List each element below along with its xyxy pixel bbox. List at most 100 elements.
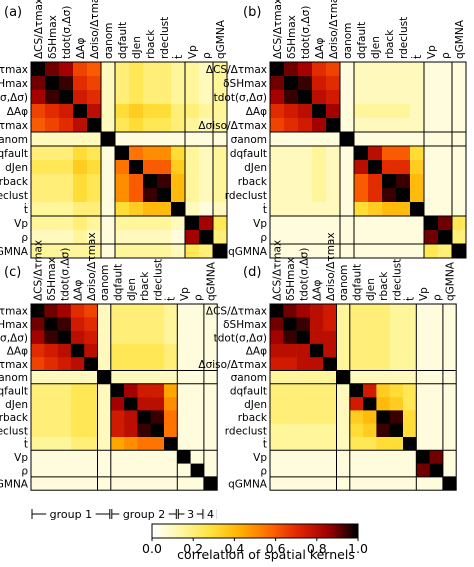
- heatmap-cell: [382, 202, 397, 217]
- row-label: ΔCS/Δτmax: [206, 306, 267, 318]
- heatmap-cell: [298, 132, 313, 147]
- heatmap-cell: [190, 437, 205, 451]
- heatmap-cell: [416, 397, 430, 411]
- heatmap-cell: [340, 132, 355, 147]
- heatmap-cell: [59, 160, 74, 175]
- colorbar-swatch: [263, 524, 266, 538]
- heatmap-cell: [368, 174, 383, 189]
- heatmap-cell: [270, 370, 284, 385]
- heatmap-cell: [312, 244, 327, 259]
- column-label: rback: [139, 271, 151, 301]
- colorbar-tick-label: 1.0: [348, 541, 368, 556]
- colorbar-swatch: [287, 524, 291, 538]
- heatmap-cell: [452, 146, 467, 161]
- heatmap-cell: [31, 202, 46, 217]
- heatmap-cell: [424, 188, 439, 203]
- heatmap-cell: [177, 330, 191, 345]
- heatmap-cell: [203, 370, 218, 385]
- heatmap-cell: [143, 174, 158, 189]
- heatmap-cell: [354, 132, 369, 147]
- heatmap-cell: [309, 437, 324, 451]
- row-label: ṫ: [24, 437, 28, 451]
- heatmap-cell: [323, 463, 337, 478]
- heatmap-cell: [84, 463, 98, 478]
- heatmap-cell: [270, 357, 284, 371]
- colorbar-swatch: [298, 524, 301, 538]
- heatmap-cell: [336, 343, 351, 358]
- heatmap-cell: [124, 370, 138, 385]
- heatmap-cell: [429, 450, 444, 464]
- heatmap-cell: [87, 62, 102, 77]
- heatmap-cell: [424, 244, 439, 259]
- heatmap-cell: [97, 370, 112, 385]
- heatmap-cell: [137, 317, 151, 331]
- heatmap-cell: [336, 370, 351, 385]
- heatmap-cell: [44, 410, 58, 424]
- column-label: rdeclust: [398, 17, 410, 59]
- heatmap-cell: [97, 463, 112, 478]
- row-label: dqfault: [0, 385, 28, 397]
- heatmap-cell: [57, 317, 72, 331]
- heatmap-cell: [429, 370, 444, 385]
- column-label: Δσiso/Δτmax: [325, 232, 337, 301]
- heatmap-cell: [115, 132, 130, 147]
- heatmap-cell: [376, 463, 390, 478]
- colorbar-swatch: [322, 524, 326, 538]
- heatmap-cell: [213, 104, 228, 119]
- heatmap-cell: [438, 132, 453, 147]
- heatmap-cell: [164, 410, 178, 424]
- heatmap-cell: [203, 397, 218, 411]
- heatmap-cell: [349, 437, 364, 451]
- heatmap-cell: [382, 76, 397, 91]
- heatmap-cell: [382, 90, 397, 105]
- heatmap-cell: [326, 202, 341, 217]
- heatmap-cell: [382, 216, 397, 231]
- heatmap-cell: [213, 188, 228, 203]
- heatmap-cell: [309, 370, 324, 385]
- heatmap-cell: [115, 174, 130, 189]
- row-label: δSHmax: [223, 319, 267, 331]
- row-label: dqfault: [230, 148, 267, 160]
- heatmap-cell: [326, 230, 341, 245]
- heatmap-cell: [57, 343, 72, 358]
- heatmap-cell: [284, 188, 299, 203]
- heatmap-cell: [312, 118, 327, 133]
- colorbar-swatch: [333, 524, 336, 538]
- heatmap-cell: [129, 188, 144, 203]
- heatmap-cell: [70, 423, 85, 438]
- heatmap-cell: [403, 317, 417, 331]
- heatmap-cell: [199, 160, 214, 175]
- heatmap-cell: [44, 370, 58, 385]
- heatmap-cell: [312, 202, 327, 217]
- column-label: tdot(σ,Δσ): [61, 6, 73, 59]
- heatmap-cell: [312, 230, 327, 245]
- heatmap-cell: [323, 476, 337, 491]
- colorbar-swatch: [236, 524, 239, 538]
- heatmap-cell: [368, 132, 383, 147]
- heatmap-cell: [110, 463, 125, 478]
- colorbar-swatch: [217, 524, 221, 538]
- heatmap-cell: [296, 357, 311, 371]
- heatmap-cell: [171, 188, 186, 203]
- heatmap-cell: [376, 437, 390, 451]
- heatmap-cell: [368, 202, 383, 217]
- heatmap-cell: [284, 90, 299, 105]
- colorbar-tick-label: 0.6: [266, 541, 286, 556]
- heatmap-cell: [403, 423, 417, 438]
- colorbar-swatch: [164, 524, 167, 538]
- colorbar-swatch: [234, 524, 237, 538]
- heatmap-cell: [396, 230, 411, 245]
- heatmap-cell: [396, 216, 411, 231]
- heatmap-cell: [309, 450, 324, 464]
- heatmap-cell: [270, 437, 284, 451]
- heatmap-cell: [124, 450, 138, 464]
- heatmap-cell: [349, 410, 364, 424]
- heatmap-cell: [424, 118, 439, 133]
- heatmap-cell: [129, 230, 144, 245]
- colorbar-swatch: [209, 524, 213, 538]
- colorbar-swatch: [312, 524, 316, 538]
- heatmap-cell: [283, 304, 297, 318]
- heatmap-cell: [340, 230, 355, 245]
- heatmap-cell: [44, 383, 58, 398]
- heatmap-cell: [403, 450, 417, 464]
